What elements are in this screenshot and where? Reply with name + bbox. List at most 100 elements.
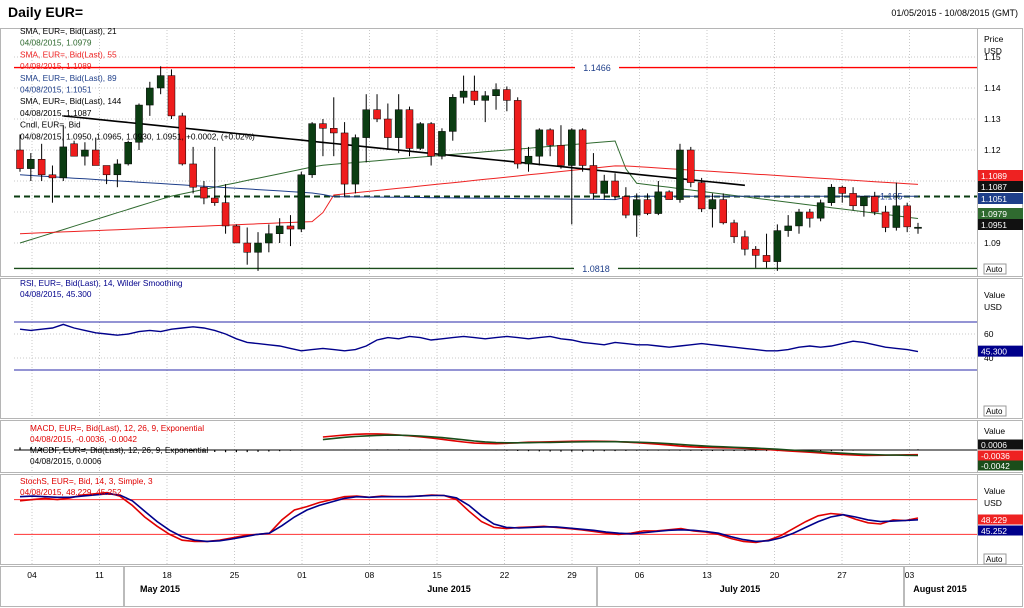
level-label-bg [575,61,619,74]
x-day-tick-label: 15 [432,570,442,580]
bearish-candle [70,143,78,157]
bullish-candle [438,131,446,157]
bullish-candle [297,174,306,230]
bullish-candle [135,104,143,143]
x-day-tick-label: 22 [500,570,510,580]
bearish-candle [232,225,241,244]
bullish-candle [784,225,792,231]
bullish-candle [308,123,316,176]
bearish-candle [903,205,911,228]
stoch-legend-entry: StochS, EUR=, Bid, 14, 3, Simple, 3 [20,476,153,486]
price-tag [978,208,1023,219]
axes: 1.091.101.111.121.131.141.15PriceUSD1.10… [27,34,1023,606]
bearish-candle [405,109,414,149]
bullish-candle [27,159,35,169]
stoch-value-tag-label: 45.252 [981,526,1007,536]
macd-value-tag [978,460,1023,471]
price-legend-entry: 04/08/2015, 1.1089 [20,61,92,71]
bearish-candle [340,132,349,185]
macd-legend-entry: 04/08/2015, -0.0036, -0.0042 [30,434,137,444]
bearish-candle [719,199,728,224]
x-day-tick-label: 13 [702,570,712,580]
bullish-candle [362,109,370,138]
x-month-label: August 2015 [913,584,967,594]
price-tick-label: 1.14 [984,83,1001,93]
bullish-candle [449,97,457,132]
rsi-value-tag [978,345,1023,357]
stoch-auto-button [983,553,1007,565]
bullish-candle [827,186,836,203]
bullish-candle [654,191,663,214]
macd-legend-entry: MACD, EUR=, Bid(Last), 12, 26, 9, Expone… [30,423,204,433]
price-tick-label: 1.13 [984,114,1001,124]
price-tick-label: 1.09 [984,238,1001,248]
bearish-candle [243,242,251,253]
rsi-axis-title: Value [984,290,1005,300]
macd-legend-entry: MACDF, EUR=, Bid(Last), 12, 26, 9, Expon… [30,445,208,455]
bearish-candle [427,123,435,157]
price-auto-button [983,263,1007,275]
x-day-tick-label: 18 [162,570,172,580]
rsi-legend-entry: 04/08/2015, 45.300 [20,289,92,299]
price-legend-entry: SMA, EUR=, Bid(Last), 144 [20,96,122,106]
bullish-candle [254,242,262,253]
macd-value-tag [978,450,1023,461]
bearish-candle [470,90,479,101]
bullish-candle [632,199,641,216]
bearish-candle [167,75,176,117]
sma-55-line [19,165,919,235]
price-tag-label: 1.1089 [981,171,1007,181]
bearish-candle [611,180,619,197]
bullish-candle [265,233,273,244]
bearish-candle [513,100,522,165]
rsi-value-tag-label: 45.300 [981,347,1007,357]
price-tag-label: 1.0979 [981,209,1007,219]
price-tag [978,193,1023,204]
bearish-candle [622,196,630,216]
bullish-candle [81,149,89,157]
price-legend-entry: 04/08/2015, 1.0979 [20,38,92,48]
bullish-candle [795,211,803,227]
bullish-candle [124,142,132,165]
macd-value-tag-label: -0.0036 [981,451,1010,461]
x-month-label: July 2015 [720,584,761,594]
stochastic-pane [14,491,977,544]
bearish-candle [102,165,111,176]
bullish-candle [351,137,360,185]
price-axis-title: Price [984,34,1004,44]
stoch-axis-title: Value [984,486,1005,496]
rsi-auto-label: Auto [986,407,1003,416]
x-axis-frame [0,566,1023,607]
x-day-tick-label: 08 [365,570,375,580]
x-month-label: May 2015 [140,584,180,594]
price-tick-label: 1.15 [984,52,1001,62]
stoch-auto-label: Auto [986,555,1003,564]
bearish-candle [643,199,652,214]
bearish-candle [37,159,46,176]
x-day-tick-label: 25 [230,570,240,580]
bearish-candle [189,163,197,188]
bearish-candle [687,149,695,183]
bullish-candle [816,202,825,219]
bearish-candle [806,211,814,219]
level-label: 1.1466 [583,63,611,73]
macd-pane [14,433,977,457]
price-tick-label: 1.12 [984,145,1001,155]
bullish-candle [708,199,717,210]
x-day-tick-label: 11 [95,570,104,580]
sma-89-line [19,174,918,201]
sma-21-line [19,140,919,244]
bearish-candle [503,89,511,101]
bearish-candle [697,182,706,210]
bearish-candle [762,255,771,262]
macd-legend-entry: 04/08/2015, 0.0006 [30,456,102,466]
bearish-candle [665,191,673,200]
bullish-candle [459,90,468,98]
bullish-candle [892,205,901,228]
rsi-line [19,323,919,353]
x-day-tick-label: 03 [905,570,915,580]
bearish-candle [91,149,100,166]
bearish-candle [330,128,338,134]
